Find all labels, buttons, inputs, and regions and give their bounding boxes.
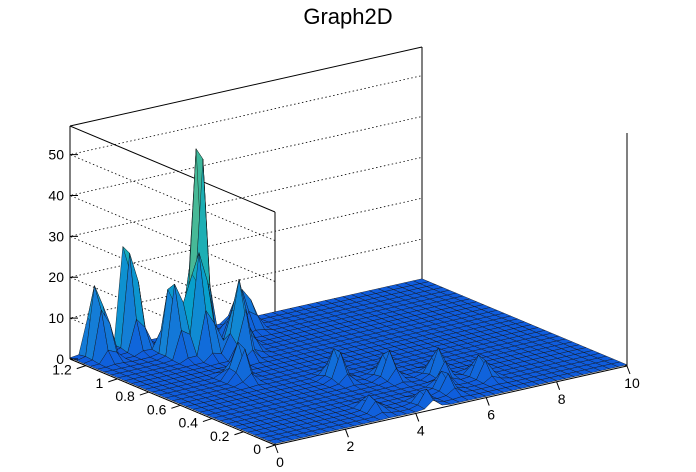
surface-cell: [610, 361, 628, 367]
y-tick-label: 0.8: [115, 388, 135, 404]
floor-front-edge: [274, 365, 628, 446]
x-tick-mark: [556, 381, 561, 390]
x-tick-mark: [415, 413, 420, 422]
x-tick-label: 10: [624, 375, 640, 391]
y-tick-mark: [265, 444, 276, 449]
x-tick-mark: [344, 429, 349, 438]
y-tick-mark: [202, 418, 213, 423]
top-left-edge: [69, 125, 276, 213]
y-tick-mark: [234, 431, 244, 436]
y-tick-label: 0.4: [178, 415, 198, 431]
top-back-edge: [69, 46, 423, 127]
x-tick-label: 2: [347, 438, 355, 454]
surface-mesh: [69, 148, 628, 444]
y-tick-mark: [76, 365, 86, 370]
x-tick-label: 8: [558, 391, 566, 407]
y-tick-label: 0: [253, 441, 261, 457]
x-tick-label: 4: [417, 422, 425, 438]
x-tick-mark: [485, 397, 490, 406]
x-tick-mark: [274, 444, 279, 454]
z-tick-label: 30: [48, 228, 64, 244]
z-tick-label: 40: [48, 187, 64, 203]
y-tick-mark: [139, 391, 150, 396]
y-tick-label: 0.2: [210, 428, 230, 444]
x-tick-mark: [626, 365, 631, 375]
z-gridline: [68, 75, 423, 241]
z-tick-label: 0: [56, 351, 64, 367]
y-tick-mark: [171, 404, 181, 409]
z-tick-label: 10: [48, 310, 64, 326]
chart-title: Graph2D: [303, 4, 393, 29]
y-tick-label: 1: [96, 375, 104, 391]
x-tick-label: 6: [487, 407, 495, 423]
y-tick-label: 0.6: [147, 401, 167, 417]
z-tick-label: 50: [48, 147, 64, 163]
z-tick-label: 20: [48, 269, 64, 285]
x-tick-label: 0: [276, 454, 284, 470]
y-tick-mark: [108, 378, 118, 383]
y-tick-label: 1.2: [52, 362, 72, 378]
